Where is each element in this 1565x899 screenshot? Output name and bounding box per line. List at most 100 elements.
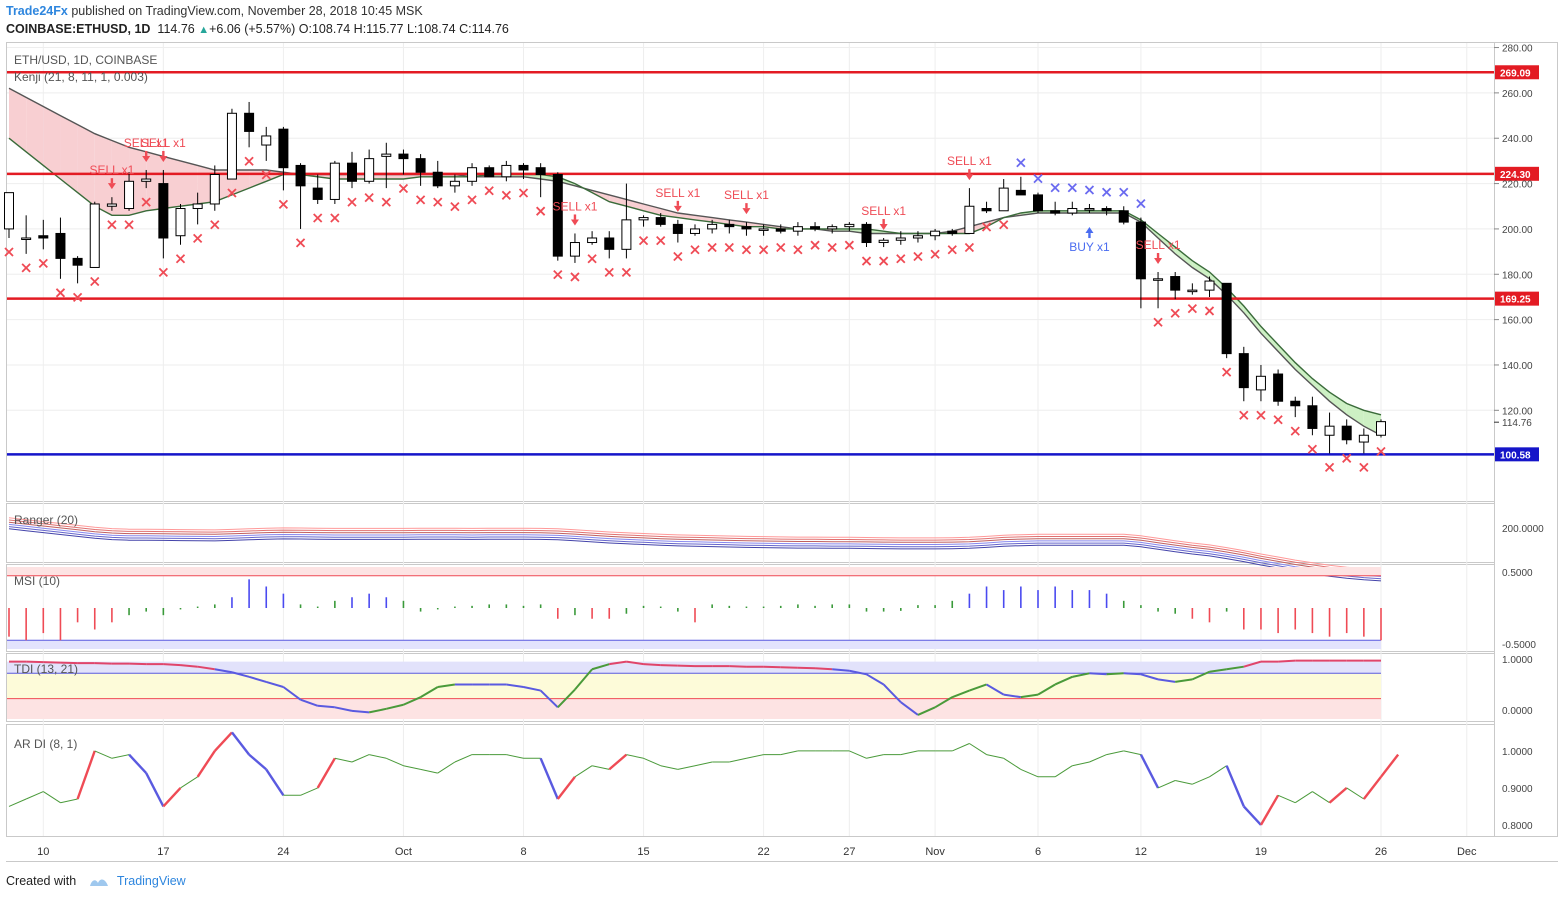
tdi-segment <box>403 696 422 706</box>
signal-x-marker <box>55 288 66 298</box>
ardi-pane-title: AR DI (8, 1) <box>14 737 77 751</box>
signal-x-marker <box>758 245 769 255</box>
tdi-segment <box>1243 660 1262 668</box>
signal-x-marker <box>501 190 511 200</box>
signal-x-marker <box>690 245 700 255</box>
x-stroke <box>1119 187 1129 197</box>
ardi-segment <box>8 798 27 807</box>
signal-x-marker <box>999 220 1009 230</box>
candle-body <box>55 232 66 259</box>
signal-x-marker <box>724 242 734 253</box>
price-tick-label: 180.00 <box>1502 270 1533 281</box>
msi-axis-label: 0.5000 <box>1502 568 1533 579</box>
ardi-segment <box>1380 753 1400 778</box>
tdi-segment <box>591 663 610 671</box>
sell-signal-label: SELL x1 <box>124 136 169 150</box>
signal-x-marker <box>278 199 289 210</box>
author-name[interactable]: Trade24Fx <box>6 4 68 18</box>
publish-bar: Trade24Fx published on TradingView.com, … <box>6 4 423 18</box>
arrow-down-icon <box>965 174 974 181</box>
x-stroke <box>124 220 134 230</box>
x-stroke <box>1222 367 1232 377</box>
x-stroke <box>55 288 66 298</box>
ardi-segment <box>574 765 593 778</box>
candle <box>707 219 718 234</box>
cloud-segment <box>386 174 404 180</box>
arrow-down-icon <box>879 223 888 230</box>
signal-x-marker <box>484 186 494 196</box>
candle <box>38 219 49 250</box>
candle-body <box>655 217 666 225</box>
tdi-segment <box>729 665 747 668</box>
x-stroke <box>1342 453 1352 463</box>
ardi-segment <box>300 787 318 796</box>
x-stroke <box>621 267 632 278</box>
price-axis[interactable]: 269.09 224.30 169.25 100.58 280.00 260.00 240.… <box>1494 44 1539 462</box>
date-tick-label: Dec <box>1457 846 1477 858</box>
x-stroke <box>604 267 614 278</box>
ardi-axis-label: 1.0000 <box>1502 747 1533 758</box>
signal-x-marker <box>1050 183 1060 193</box>
candle-body <box>552 174 563 257</box>
tdi-segment <box>900 701 919 716</box>
tdi-segment <box>180 664 198 668</box>
signal-x-marker <box>827 242 837 253</box>
candle-body <box>1376 421 1386 436</box>
tdi-segment <box>1054 675 1073 686</box>
candle-body <box>707 223 718 230</box>
sell-signal: SELL x1 <box>1136 238 1181 264</box>
tdi-upper-zone <box>7 661 1381 674</box>
candle <box>878 237 889 248</box>
ardi-segment <box>60 798 78 804</box>
last-price: 114.76 <box>157 22 195 36</box>
arrow-down-icon <box>142 155 151 162</box>
x-stroke <box>896 254 906 264</box>
x-stroke <box>776 242 786 253</box>
tdi-segment <box>557 688 576 709</box>
tdi-segment <box>506 683 524 688</box>
cloud-segment <box>180 160 198 207</box>
date-tick-label: 26 <box>1375 846 1387 858</box>
ardi-segment <box>660 765 678 770</box>
candle-body <box>347 162 357 182</box>
candle <box>1033 192 1043 214</box>
x-stroke <box>1101 187 1112 197</box>
tradingview-link[interactable]: TradingView <box>116 874 186 888</box>
tdi-segment <box>1072 672 1090 678</box>
msi-lower-zone <box>7 640 1381 649</box>
x-stroke <box>244 156 254 166</box>
arrow-down-stem <box>162 150 165 156</box>
level-price-label: 100.58 <box>1500 450 1531 461</box>
candle <box>415 154 426 186</box>
x-stroke <box>741 245 752 255</box>
ardi-segment <box>952 743 970 752</box>
tdi-segment <box>60 661 78 665</box>
tdi-segment <box>1106 672 1124 676</box>
ardi-segment <box>1192 776 1210 785</box>
signal-x-marker <box>1342 453 1352 463</box>
x-stroke <box>1067 183 1077 193</box>
candle <box>827 224 838 234</box>
candle <box>381 142 392 189</box>
date-tick-label: 22 <box>757 846 769 858</box>
cloud-segment <box>1295 362 1313 386</box>
tdi-segment <box>1020 693 1039 699</box>
signal-x-marker <box>1119 187 1129 197</box>
price-tick-label: 120.00 <box>1502 406 1533 417</box>
ardi-segment <box>334 757 353 763</box>
sell-signal: SELL x1 <box>947 154 992 181</box>
ardi-segment <box>1277 794 1296 804</box>
date-axis[interactable]: 10 17 24 Oct 8 15 22 27 Nov 6 12 19 26 Dec <box>37 846 1477 858</box>
signal-x-marker <box>398 183 409 194</box>
tdi-segment <box>248 675 267 683</box>
x-stroke <box>587 254 597 264</box>
candle-body <box>1153 278 1164 281</box>
tdi-segment <box>1175 678 1193 683</box>
kenji-cloud <box>9 88 1381 436</box>
tdi-segment <box>986 683 1005 696</box>
x-stroke <box>913 251 923 262</box>
candle <box>1101 206 1112 216</box>
candle <box>724 219 735 234</box>
signal-x-marker <box>72 292 83 302</box>
